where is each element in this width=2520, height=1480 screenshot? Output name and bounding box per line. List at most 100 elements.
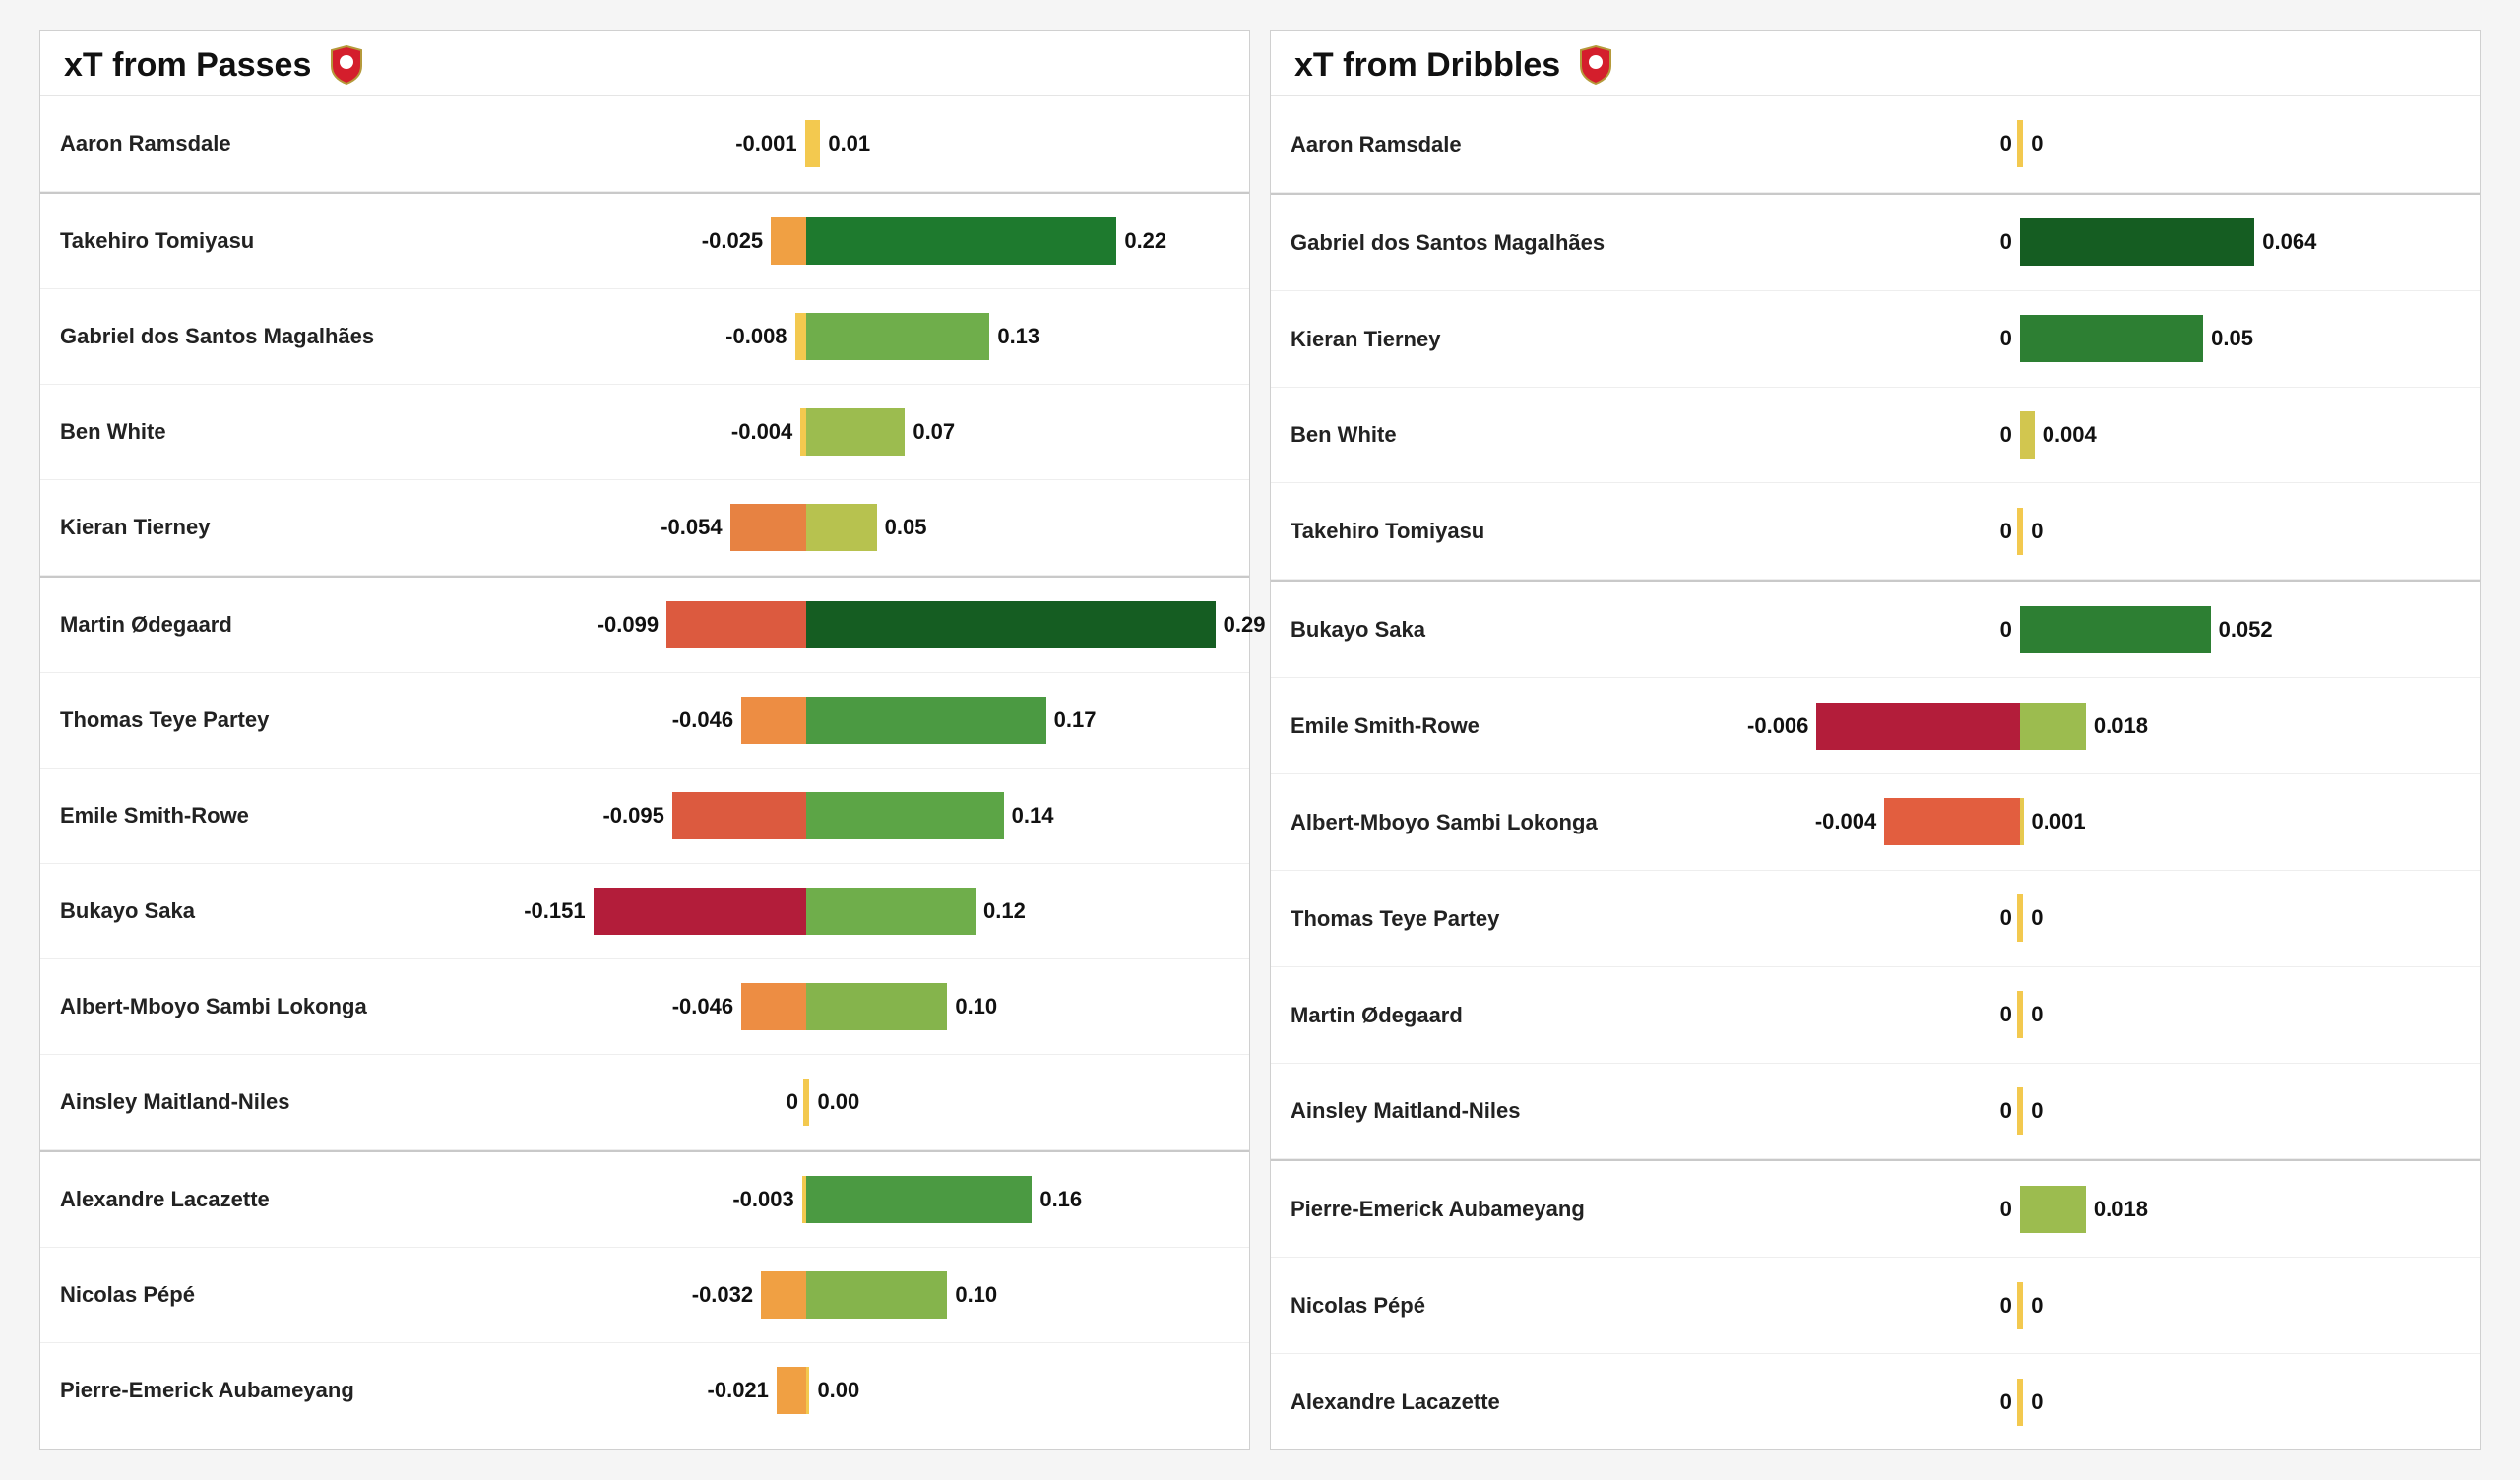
panel-dribbles: xT from Dribbles Aaron Ramsdale00Gabriel… — [1270, 30, 2481, 1450]
pos-bar — [806, 504, 877, 551]
team-crest-icon — [329, 44, 364, 86]
player-row: Alexandre Lacazette00 — [1271, 1354, 2480, 1449]
neg-bar — [1884, 798, 2020, 845]
pos-bar — [806, 313, 989, 360]
panel-title: xT from Passes — [64, 46, 311, 85]
player-name: Emile Smith-Rowe — [60, 803, 383, 828]
bar-cell: 00 — [1613, 1258, 2460, 1353]
pos-label: 0.13 — [989, 324, 1040, 349]
player-row: Nicolas Pépé-0.0320.10 — [40, 1248, 1249, 1343]
player-row: Aaron Ramsdale 00 — [1271, 96, 2480, 193]
pos-bar — [806, 1271, 947, 1319]
player-row: Nicolas Pépé00 — [1271, 1258, 2480, 1354]
neg-label: -0.054 — [661, 515, 729, 540]
pos-label: 0 — [2023, 131, 2043, 156]
neg-label: 0 — [2000, 131, 2020, 156]
neg-bar — [730, 504, 806, 551]
player-row: Thomas Teye Partey-0.0460.17 — [40, 673, 1249, 769]
pos-bar — [806, 792, 1004, 839]
player-row: Ben White-0.0040.07 — [40, 385, 1249, 480]
chart-canvas: xT from Passes Aaron Ramsdale -0.001 0.01 T… — [0, 0, 2520, 1480]
panel-header: xT from Passes — [40, 31, 1249, 96]
player-row: Ben White00.004 — [1271, 388, 2480, 484]
bar-cell: 00.00 — [383, 1055, 1229, 1149]
pos-bar — [2020, 218, 2255, 266]
pos-bar — [2020, 703, 2086, 750]
player-row: Albert-Mboyo Sambi Lokonga-0.0040.001 — [1271, 774, 2480, 871]
pos-label: 0 — [2023, 519, 2043, 544]
bar-cell: -0.021 0.00 — [383, 1343, 1229, 1438]
panel-title: xT from Dribbles — [1294, 46, 1560, 85]
pos-label: 0.00 — [809, 1378, 859, 1403]
bar-cell: 00 — [1613, 871, 2460, 966]
team-crest-icon — [1578, 44, 1613, 86]
player-row: Thomas Teye Partey00 — [1271, 871, 2480, 967]
neg-label: -0.151 — [524, 898, 593, 924]
player-row: Gabriel dos Santos Magalhães -0.008 0.13 — [40, 289, 1249, 385]
bar-cell: -0.004 0.07 — [383, 385, 1229, 479]
neg-label: 0 — [2000, 905, 2020, 931]
bar-cell: -0.0990.29 — [383, 578, 1229, 672]
neg-label: -0.046 — [672, 708, 741, 733]
player-name: Albert-Mboyo Sambi Lokonga — [1291, 810, 1613, 834]
player-name: Gabriel dos Santos Magalhães — [60, 324, 383, 348]
neg-label: -0.001 — [735, 131, 804, 156]
panel-passes: xT from Passes Aaron Ramsdale -0.001 0.01 T… — [39, 30, 1250, 1450]
pos-label: 0.00 — [809, 1089, 859, 1115]
neg-label: -0.004 — [731, 419, 800, 445]
bar-cell: 00.018 — [1613, 1161, 2460, 1257]
player-name: Takehiro Tomiyasu — [1291, 519, 1613, 543]
player-row: Emile Smith-Rowe-0.0950.14 — [40, 769, 1249, 864]
pos-bar — [806, 217, 1116, 265]
bar-cell: 00.052 — [1613, 582, 2460, 677]
neg-label: -0.008 — [725, 324, 794, 349]
neg-label: -0.046 — [672, 994, 741, 1019]
neg-label: 0 — [2000, 1197, 2020, 1222]
player-row: Ainsley Maitland-Niles00 — [1271, 1064, 2480, 1160]
player-name: Pierre-Emerick Aubameyang — [60, 1378, 383, 1402]
pos-bar — [806, 983, 947, 1030]
pos-label: 0.29 — [1216, 612, 1266, 638]
player-name: Takehiro Tomiyasu — [60, 228, 383, 253]
player-name: Ben White — [1291, 422, 1613, 447]
bar-cell: -0.0320.10 — [383, 1248, 1229, 1342]
bar-cell: -0.0030.16 — [383, 1152, 1229, 1247]
player-row: Bukayo Saka00.052 — [1271, 580, 2480, 678]
player-name: Ainsley Maitland-Niles — [1291, 1098, 1613, 1123]
pos-label: 0.22 — [1116, 228, 1166, 254]
pos-label: 0.07 — [905, 419, 955, 445]
player-row: Martin Ødegaard00 — [1271, 967, 2480, 1064]
player-name: Thomas Teye Partey — [60, 708, 383, 732]
bar-cell: 00 — [1613, 967, 2460, 1063]
pos-label: 0 — [2023, 905, 2043, 931]
neg-label: 0 — [2000, 1098, 2020, 1124]
pos-bar — [806, 1176, 1032, 1223]
pos-label: 0.01 — [820, 131, 870, 156]
player-name: Kieran Tierney — [60, 515, 383, 539]
bar-cell: -0.001 0.01 — [383, 96, 1229, 191]
neg-label: 0 — [787, 1089, 806, 1115]
bar-cell: -0.0540.05 — [383, 480, 1229, 575]
pos-bar — [2020, 606, 2211, 653]
player-name: Martin Ødegaard — [1291, 1003, 1613, 1027]
pos-label: 0.052 — [2211, 617, 2273, 643]
neg-label: -0.021 — [708, 1378, 777, 1403]
player-name: Aaron Ramsdale — [1291, 132, 1613, 156]
player-row: Ainsley Maitland-Niles00.00 — [40, 1055, 1249, 1150]
neg-bar — [795, 313, 806, 360]
panel-header: xT from Dribbles — [1271, 31, 2480, 96]
player-name: Pierre-Emerick Aubameyang — [1291, 1197, 1613, 1221]
player-name: Martin Ødegaard — [60, 612, 383, 637]
player-name: Albert-Mboyo Sambi Lokonga — [60, 994, 383, 1018]
pos-label: 0.14 — [1004, 803, 1054, 829]
bar-cell: 00 — [1613, 1064, 2460, 1159]
player-row: Pierre-Emerick Aubameyang00.018 — [1271, 1159, 2480, 1258]
player-name: Kieran Tierney — [1291, 327, 1613, 351]
player-row: Gabriel dos Santos Magalhães00.064 — [1271, 193, 2480, 291]
pos-label: 0.05 — [2203, 326, 2253, 351]
pos-bar — [806, 120, 820, 167]
pos-label: 0 — [2023, 1389, 2043, 1415]
player-row: Aaron Ramsdale -0.001 0.01 — [40, 96, 1249, 192]
pos-bar — [806, 408, 905, 456]
player-name: Aaron Ramsdale — [60, 131, 383, 155]
